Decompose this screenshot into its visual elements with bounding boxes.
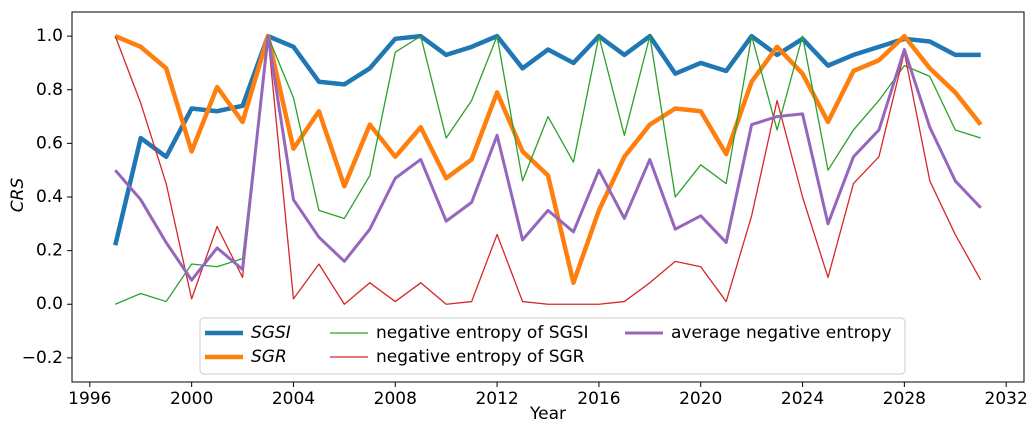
x-tick-label: 1996 — [68, 389, 111, 409]
x-tick-label: 2000 — [170, 389, 213, 409]
legend-box — [199, 317, 906, 375]
y-tick-label: 0.2 — [36, 241, 63, 261]
x-tick-label: 2008 — [374, 389, 417, 409]
y-axis-label: CRS — [8, 178, 28, 213]
legend-label: negative entropy of SGR — [376, 347, 585, 367]
x-tick-label: 2020 — [679, 389, 722, 409]
series-line — [113, 33, 981, 246]
series-line — [114, 33, 983, 286]
plot-frame — [71, 11, 1025, 383]
y-tick-label: 1.0 — [36, 26, 63, 46]
x-tick-label: 2032 — [985, 389, 1028, 409]
series-line — [114, 34, 982, 282]
y-tick-label: 0.8 — [36, 80, 63, 100]
x-tick-label: 2004 — [272, 389, 315, 409]
x-axis-label: Year — [529, 404, 566, 423]
legend-label: average negative entropy — [671, 323, 892, 343]
y-tick-label: 0.4 — [36, 187, 63, 207]
legend-label: SGR — [251, 347, 287, 367]
y-tick-label: −0.2 — [22, 348, 63, 368]
legend-label: SGSI — [251, 323, 291, 343]
x-tick-label: 2016 — [577, 389, 620, 409]
legend-label: negative entropy of SGSI — [376, 323, 588, 343]
x-tick-label: 2024 — [781, 389, 824, 409]
x-tick-label: 2028 — [883, 389, 926, 409]
y-tick-label: 0.6 — [36, 133, 63, 153]
x-tick-label: 2012 — [475, 389, 518, 409]
y-tick-label: 0.0 — [36, 294, 63, 314]
